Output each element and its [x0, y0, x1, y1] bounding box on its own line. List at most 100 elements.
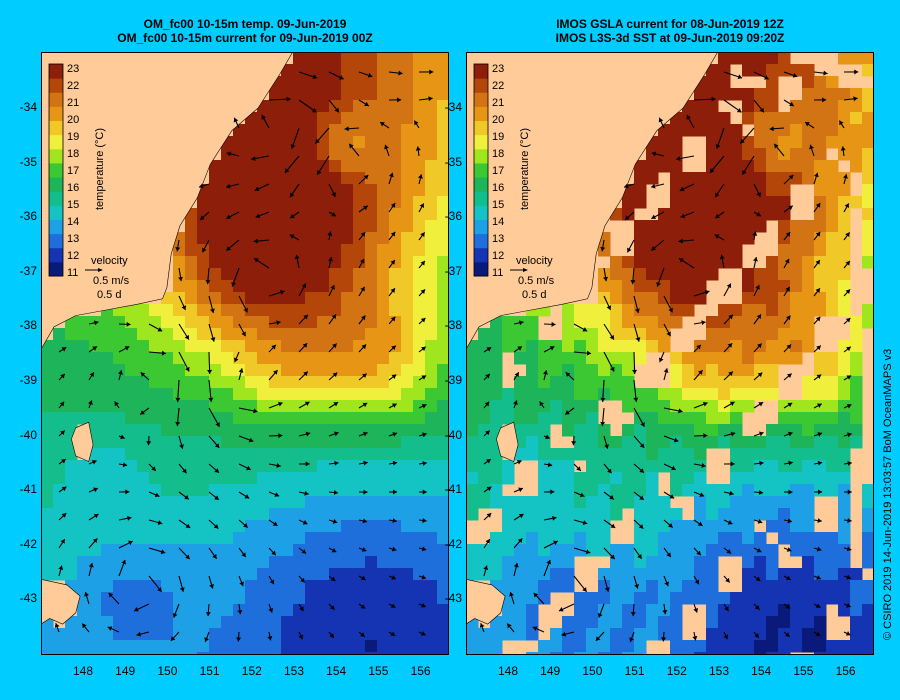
sst-cell — [305, 280, 318, 293]
sst-cell — [754, 268, 767, 281]
sst-cell — [682, 220, 695, 233]
sst-cell — [245, 424, 258, 437]
colorbar-tick-label: 18 — [492, 148, 504, 160]
sst-cell — [281, 388, 294, 401]
sst-cell — [185, 604, 198, 617]
sst-cell — [437, 208, 449, 221]
sst-cell — [766, 76, 779, 89]
sst-cell — [766, 496, 779, 509]
velocity-arrow-head — [241, 331, 246, 337]
sst-cell — [161, 460, 174, 473]
sst-cell — [233, 292, 246, 305]
velocity-arrow-head — [785, 232, 791, 237]
velocity-arrow-head — [391, 403, 397, 408]
sst-cell — [826, 136, 839, 149]
sst-cell — [317, 220, 330, 233]
sst-cell — [790, 460, 803, 473]
sst-cell — [101, 568, 114, 581]
sst-cell — [425, 376, 438, 389]
sst-cell — [730, 640, 743, 653]
velocity-arrow-head — [486, 486, 492, 492]
velocity-arrow-head — [518, 487, 523, 493]
velocity-arrow-head — [255, 213, 261, 219]
sst-cell — [341, 520, 354, 533]
sst-cell — [89, 616, 102, 629]
sst-cell — [790, 580, 803, 593]
sst-cell — [610, 616, 623, 629]
sst-cell — [377, 292, 390, 305]
sst-cell — [437, 412, 449, 425]
sst-cell — [814, 268, 827, 281]
sst-cell — [838, 376, 851, 389]
sst-cell — [790, 616, 803, 629]
sst-cell — [197, 280, 210, 293]
sst-cell — [730, 244, 743, 257]
sst-cell — [850, 364, 863, 377]
sst-cell — [826, 568, 839, 581]
sst-cell — [730, 256, 743, 269]
sst-cell — [197, 484, 210, 497]
sst-cell — [562, 508, 575, 521]
sst-cell — [862, 160, 874, 173]
velocity-arrow-head — [237, 609, 243, 615]
sst-cell — [598, 484, 611, 497]
velocity-arrow-head — [360, 632, 365, 637]
sst-cell — [413, 184, 426, 197]
sst-cell — [437, 124, 449, 137]
sst-cell — [401, 376, 414, 389]
sst-cell — [562, 616, 575, 629]
sst-cell — [161, 376, 174, 389]
velocity-arrow-head — [702, 401, 708, 407]
sst-cell — [754, 220, 767, 233]
sst-cell — [742, 220, 755, 233]
velocity-arrow-head — [248, 437, 254, 443]
velocity-arrow-head — [303, 314, 308, 320]
sst-cell — [293, 400, 306, 413]
sst-cell — [377, 112, 390, 125]
sst-cell — [77, 460, 90, 473]
sst-cell — [305, 124, 318, 137]
sst-cell — [329, 508, 342, 521]
sst-cell — [706, 136, 719, 149]
sst-cell — [209, 484, 222, 497]
sst-cell — [850, 592, 863, 605]
sst-cell — [706, 328, 719, 341]
sst-cell — [317, 148, 330, 161]
sst-cell — [173, 592, 186, 605]
sst-cell — [742, 328, 755, 341]
sst-cell — [365, 424, 378, 437]
sst-cell — [317, 136, 330, 149]
sst-cell — [365, 196, 378, 209]
sst-cell — [706, 592, 719, 605]
sst-cell — [862, 508, 874, 521]
sst-cell — [538, 364, 551, 377]
sst-cell — [574, 616, 587, 629]
colorbar-swatch — [49, 134, 63, 150]
sst-cell — [233, 652, 246, 655]
sst-cell — [197, 340, 210, 353]
sst-cell — [646, 544, 659, 557]
sst-cell — [742, 292, 755, 305]
sst-cell — [197, 544, 210, 557]
sst-cell — [790, 448, 803, 461]
sst-cell — [730, 304, 743, 317]
velocity-arrow-head — [269, 579, 275, 585]
colorbar-tick-label: 22 — [67, 80, 79, 92]
sst-cell — [706, 580, 719, 593]
sst-cell — [718, 124, 731, 137]
sst-cell — [766, 652, 779, 655]
sst-cell — [425, 652, 438, 655]
sst-cell — [137, 604, 150, 617]
sst-cell — [790, 148, 803, 161]
sst-cell — [77, 616, 90, 629]
sst-cell — [598, 388, 611, 401]
sst-cell — [634, 352, 647, 365]
sst-cell — [149, 652, 162, 655]
sst-cell — [826, 388, 839, 401]
sst-cell — [814, 616, 827, 629]
sst-cell — [161, 352, 174, 365]
colorbar-swatch — [49, 233, 63, 249]
sst-cell — [89, 604, 102, 617]
sst-cell — [329, 448, 342, 461]
sst-cell — [365, 184, 378, 197]
